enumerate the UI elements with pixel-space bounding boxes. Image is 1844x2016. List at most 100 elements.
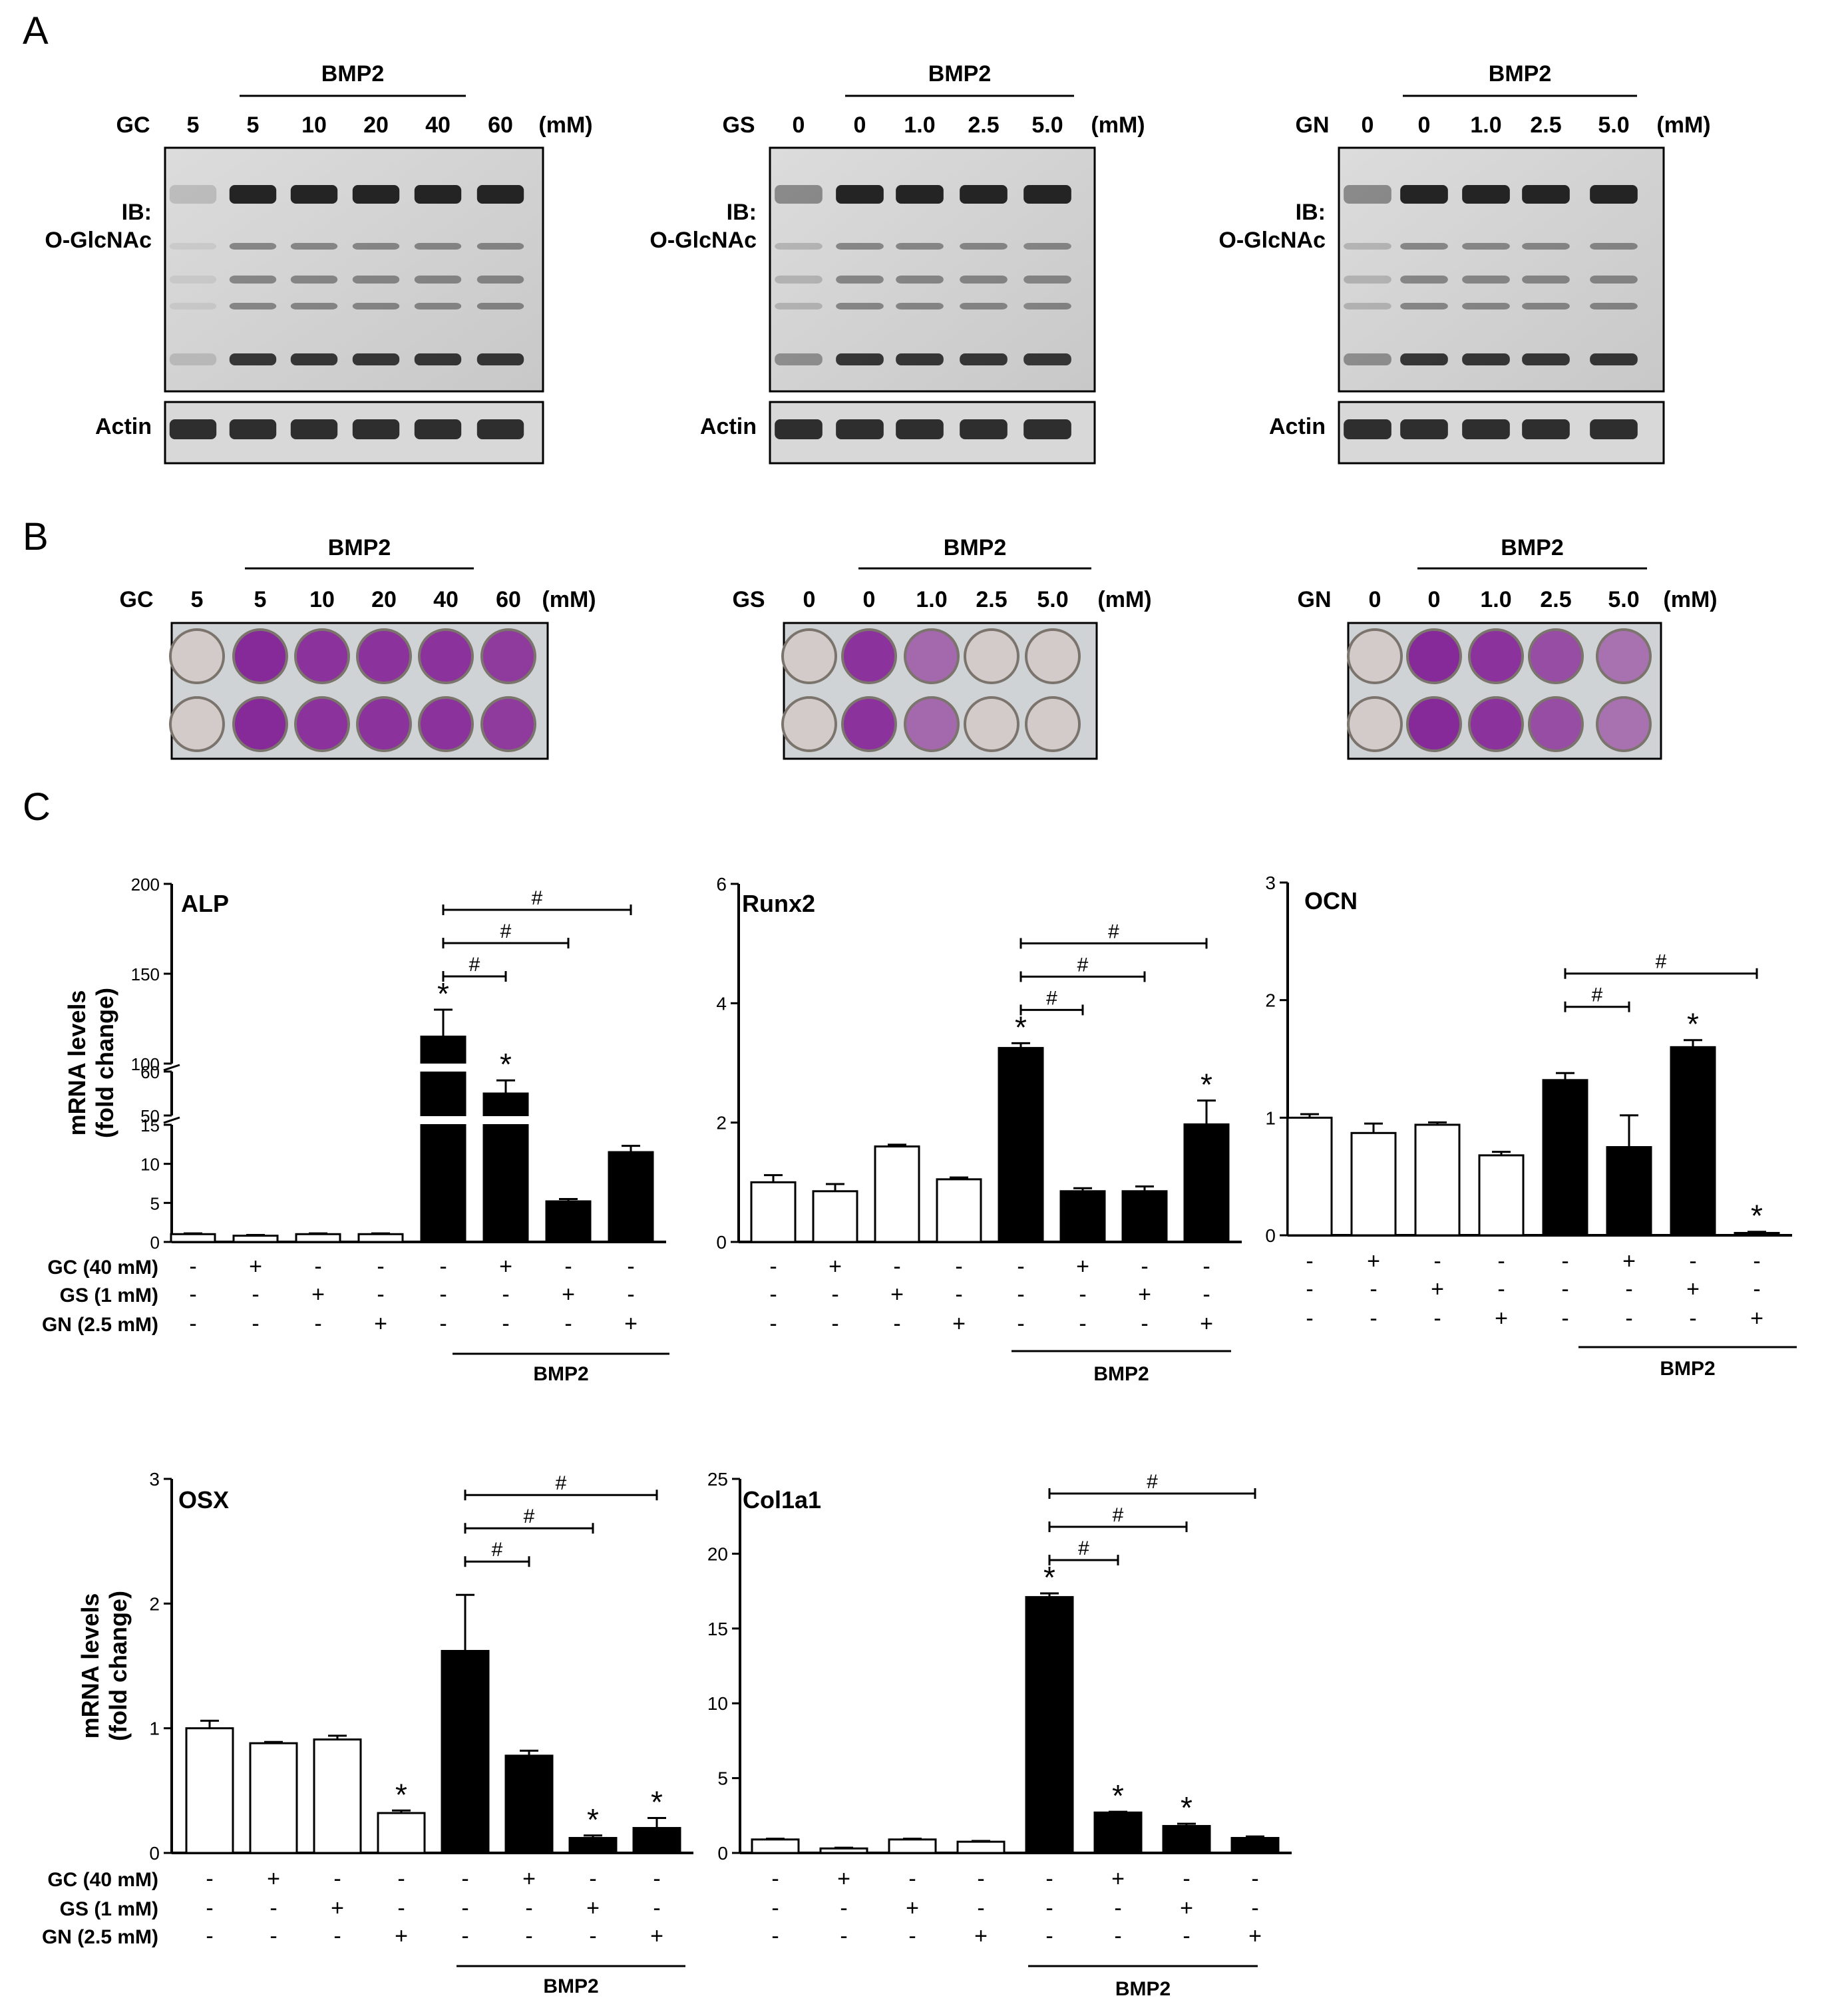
lane-label: 10 (301, 112, 327, 138)
chart-title: OSX (178, 1486, 229, 1513)
lane-label: 20 (363, 112, 389, 138)
treatment-sign: - (769, 1282, 777, 1307)
treatment-sign: - (1306, 1277, 1313, 1302)
y-tick-label: 4 (716, 993, 727, 1014)
chart-title: Runx2 (742, 890, 815, 917)
ib-antibody-label: O-GlcNAc (649, 228, 757, 253)
chart-runx2: 0 2 4 6 Runx2 * * # # # - + - - - + - - - - + - - - + - - - - + - - - + BM… (716, 874, 1242, 1385)
bar (632, 1827, 681, 1854)
reagent-label: GN (1296, 112, 1330, 138)
treatment-sign: - (1251, 1866, 1258, 1892)
bar (170, 1233, 216, 1243)
plate-gs: BMP2 GS 0 0 1.0 2.5 5.0 (mM) (732, 535, 1152, 760)
stained-well (169, 628, 225, 684)
bar (750, 1181, 797, 1243)
lane-label: 5.0 (1608, 587, 1639, 612)
y-tick-label: 0 (717, 1843, 728, 1864)
actin-band (414, 419, 462, 439)
actin-band (169, 419, 217, 439)
bar (812, 1190, 858, 1243)
treatment-sign: - (252, 1282, 259, 1307)
protein-band (960, 353, 1008, 365)
protein-band (1522, 303, 1570, 309)
staining-plates: BMP2 GC 5 5 10 20 40 60 (mM) BMP2 GS 0 0 1.0 2.5 5.0 (mM… (120, 535, 1718, 760)
stained-well (781, 696, 837, 752)
treatment-sign: - (1561, 1277, 1568, 1302)
lane-label: 0 (863, 587, 876, 612)
protein-band (476, 276, 524, 284)
treatment-sign: + (562, 1282, 575, 1307)
bmp2-label: BMP2 (944, 535, 1006, 560)
stained-well (294, 696, 350, 752)
protein-band (290, 185, 338, 204)
reagent-label: GC (120, 587, 154, 612)
bmp2-label: BMP2 (1093, 1363, 1149, 1385)
bar (998, 1047, 1044, 1243)
y-tick-label: 25 (707, 1469, 728, 1490)
protein-band (836, 353, 884, 365)
bar (1670, 1046, 1716, 1237)
bmp2-label: BMP2 (533, 1363, 588, 1385)
treatment-sign: - (502, 1311, 509, 1336)
lane-label: 2.5 (1540, 587, 1571, 612)
treatment-sign: + (1367, 1249, 1380, 1274)
stained-well (1596, 628, 1652, 684)
treatment-sign: - (831, 1282, 838, 1307)
protein-band (1522, 185, 1570, 204)
treatment-sign: - (1114, 1923, 1121, 1949)
protein-band (352, 185, 400, 204)
plate-gn: BMP2 GN 0 0 1.0 2.5 5.0 (mM) (1298, 535, 1718, 760)
treatment-sign: - (1306, 1306, 1313, 1331)
protein-band (960, 243, 1008, 250)
treatment-sign: - (893, 1311, 900, 1336)
stained-well (904, 628, 960, 684)
stained-well (964, 696, 1019, 752)
treatment-row-label: GC (40 mM) (47, 1869, 158, 1891)
treatment-sign: - (840, 1896, 847, 1921)
actin-band (896, 419, 944, 439)
protein-band (775, 243, 823, 250)
treatment-sign: + (1111, 1866, 1125, 1892)
treatment-sign: - (1625, 1306, 1632, 1331)
stained-well (964, 628, 1019, 684)
treatment-row-label: GS (1 mM) (60, 1898, 158, 1920)
loading-control-label: Actin (1269, 414, 1326, 439)
bracket-label: # (469, 954, 480, 976)
protein-band (1522, 276, 1570, 284)
treatment-sign: + (1138, 1282, 1151, 1307)
protein-band (1023, 353, 1071, 365)
treatment-sign: - (1370, 1306, 1377, 1331)
bar (441, 1650, 490, 1854)
treatment-row-label: GC (40 mM) (47, 1257, 158, 1279)
protein-band (1023, 243, 1071, 250)
treatment-sign: - (1433, 1306, 1441, 1331)
protein-band (960, 303, 1008, 309)
reagent-label: GC (116, 112, 150, 138)
treatment-sign: + (974, 1923, 988, 1949)
stained-well (232, 696, 288, 752)
treatment-sign: - (377, 1254, 384, 1279)
bmp2-label: BMP2 (1489, 61, 1551, 87)
actin-band (1522, 419, 1570, 439)
actin-band (229, 419, 277, 439)
treatment-sign: - (461, 1896, 468, 1921)
stained-well (1468, 628, 1524, 684)
bracket-label: # (1078, 1537, 1089, 1559)
lane-label: 0 (1369, 587, 1382, 612)
bracket-label: # (524, 1506, 535, 1527)
bar (888, 1838, 937, 1854)
panel-label-a: A (23, 9, 49, 53)
treatment-sign: + (1686, 1277, 1700, 1302)
treatment-sign: - (908, 1923, 916, 1949)
actin-band (290, 419, 338, 439)
actin-band (836, 419, 884, 439)
protein-band (1400, 303, 1448, 309)
significance-asterisk: * (1751, 1199, 1763, 1233)
treatment-sign: - (439, 1254, 447, 1279)
blot-gs: BMP2 GS 0 0 1.0 2.5 5.0 (mM) IB: O-GlcNAc Actin (649, 61, 1145, 465)
lane-label: 5 (191, 587, 204, 612)
treatment-sign: + (1076, 1254, 1089, 1279)
y-tick-label: 0 (150, 1233, 160, 1253)
